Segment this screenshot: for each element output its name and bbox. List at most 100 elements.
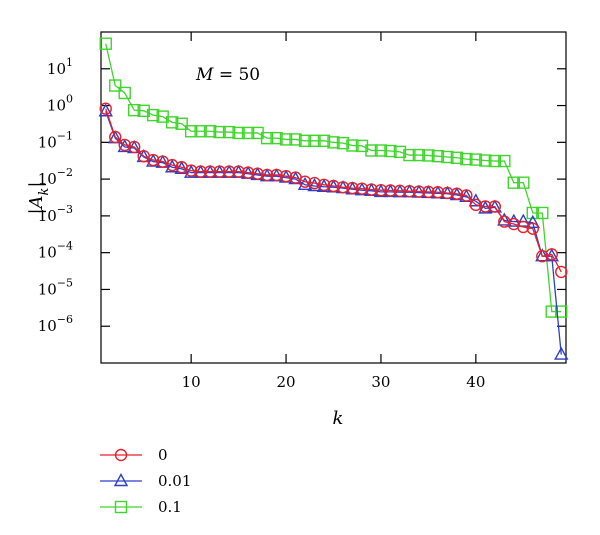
data-point: [555, 305, 568, 318]
y-axis-label-text: |Ak|: [26, 181, 52, 214]
legend-label: 0.01: [158, 472, 191, 490]
legend-label: 0: [158, 446, 168, 464]
data-point: [545, 248, 558, 261]
data-point: [241, 126, 255, 140]
data-point: [118, 138, 131, 152]
data-point: [128, 140, 141, 154]
data-point: [232, 165, 245, 178]
data-point: [555, 265, 568, 279]
y-tick-label: 10−4: [38, 240, 73, 262]
data-point: [317, 134, 331, 148]
data-point: [298, 175, 312, 188]
data-point: [308, 134, 321, 148]
data-point: [507, 176, 521, 189]
legend-item: 0.1: [100, 498, 182, 516]
data-point: [403, 148, 416, 162]
data-point: [478, 200, 493, 214]
data-point: [497, 212, 512, 226]
y-tick-label: 10−1: [38, 129, 73, 151]
data-point: [128, 103, 141, 117]
data-point: [118, 86, 131, 100]
data-point: [279, 133, 293, 146]
data-point: [109, 130, 122, 144]
axis-ticks: 10 20 30 40 101 100 10−1 10−2 10−3 10−4 10−5 10−6: [38, 32, 566, 391]
series-line: [105, 43, 562, 313]
data-point: [222, 165, 236, 178]
legend-label: 0.1: [158, 498, 182, 516]
data-point: [374, 144, 388, 157]
data-point: [270, 168, 283, 182]
data-point: [422, 149, 435, 162]
data-point: [327, 136, 340, 149]
data-point: [175, 117, 188, 130]
annotation-rest: = 50: [213, 65, 260, 85]
data-point: [194, 125, 207, 138]
data-point: [403, 184, 416, 198]
data-point: [184, 125, 198, 138]
data-point: [526, 222, 539, 235]
data-point: [498, 154, 511, 168]
data-point: [137, 104, 150, 118]
y-tick-label: 10−2: [38, 166, 73, 188]
y-tick-label: 101: [47, 56, 73, 78]
data-point: [165, 116, 179, 129]
series-circle: [99, 102, 568, 279]
data-point: [365, 183, 378, 196]
legend-marker: [114, 448, 128, 462]
data-point: [488, 200, 502, 213]
data-point: [317, 178, 331, 192]
data-point: [488, 154, 502, 168]
x-tick-label: 40: [466, 373, 485, 391]
data-point: [203, 165, 217, 178]
series-line: [105, 111, 562, 355]
data-point: [441, 150, 454, 164]
legend: 0 0.01 0.1: [100, 446, 191, 516]
data-point: [460, 189, 473, 202]
data-point: [517, 220, 530, 234]
data-point: [536, 250, 549, 263]
y-tick-label: 10−5: [38, 276, 73, 298]
data-point: [412, 185, 426, 198]
data-point: [298, 134, 312, 148]
data-point: [146, 108, 160, 122]
data-point: [251, 167, 264, 180]
data-point: [479, 200, 492, 213]
data-point: [336, 181, 350, 194]
data-point: [260, 168, 274, 182]
data-point: [431, 149, 445, 163]
data-point: [241, 166, 255, 179]
data-point: [307, 178, 322, 192]
data-point: [526, 206, 539, 220]
legend-marker: [114, 500, 128, 514]
data-point: [441, 186, 454, 200]
data-point: [393, 184, 407, 198]
data-point: [232, 126, 245, 140]
data-point: [297, 176, 313, 191]
data-point: [469, 153, 483, 166]
data-point: [479, 154, 492, 167]
data-point: [270, 131, 283, 145]
y-axis-label: |Ak|: [26, 181, 52, 214]
data-point: [109, 79, 122, 92]
data-point: [355, 182, 369, 195]
data-point: [194, 165, 207, 178]
data-point: [98, 103, 113, 117]
data-point: [517, 176, 530, 189]
data-point: [384, 184, 397, 197]
data-point: [365, 144, 378, 157]
data-point: [184, 164, 198, 177]
data-point: [213, 165, 226, 178]
y-tick-label: 10−6: [38, 313, 73, 335]
data-point: [506, 213, 521, 227]
data-point: [536, 206, 549, 220]
chart-annotation: M = 50: [195, 65, 260, 85]
data-point: [393, 145, 407, 159]
data-point: [469, 198, 483, 212]
data-point: [374, 183, 388, 197]
data-point: [431, 186, 445, 199]
series-group: [98, 37, 569, 360]
legend-marker: [113, 473, 129, 487]
data-point: [99, 102, 112, 115]
data-point: [516, 213, 531, 227]
